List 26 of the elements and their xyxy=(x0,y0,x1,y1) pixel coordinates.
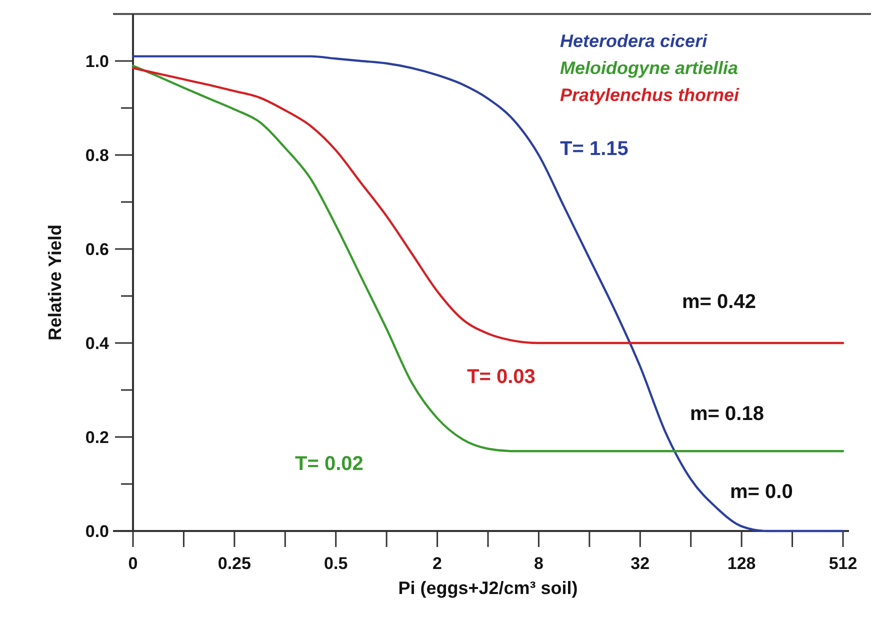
y-tick-label: 0.6 xyxy=(85,240,109,259)
line-series xyxy=(132,55,844,532)
x-tick-label: 512 xyxy=(828,554,858,573)
x-tick-label: 0.5 xyxy=(324,554,348,573)
x-tick-label: 128 xyxy=(727,554,756,573)
text: Pratylenchus thornei xyxy=(560,85,740,105)
x-tick-label: 0.25 xyxy=(218,554,251,573)
y-tick-label: 0.0 xyxy=(85,522,109,541)
annotation: m= 0.0 xyxy=(730,481,793,503)
y-tick-label: 0.4 xyxy=(85,334,110,353)
x-tick-label: 2 xyxy=(432,554,442,573)
y-tick-label: 0.2 xyxy=(85,428,109,447)
annotation: m= 0.18 xyxy=(690,403,764,425)
annotation: T= 0.03 xyxy=(467,366,536,388)
x-tick-label: 32 xyxy=(630,554,650,573)
y-tick-label: 1.0 xyxy=(85,52,109,71)
x-tick-label: 8 xyxy=(534,554,544,573)
x-tick-label: 0 xyxy=(128,554,138,573)
y-tick-label: 0.8 xyxy=(85,146,109,165)
annotation: T= 1.15 xyxy=(560,138,628,160)
annotation: m= 0.42 xyxy=(682,291,756,313)
text: Heterodera ciceri xyxy=(560,31,708,51)
y-axis-title: Relative Yield xyxy=(45,224,65,341)
annotation: T= 0.02 xyxy=(295,453,364,475)
text: Meloidogyne artiellia xyxy=(560,58,738,78)
x-axis-title: Pi (eggs+J2/cm³ soil) xyxy=(398,578,578,598)
